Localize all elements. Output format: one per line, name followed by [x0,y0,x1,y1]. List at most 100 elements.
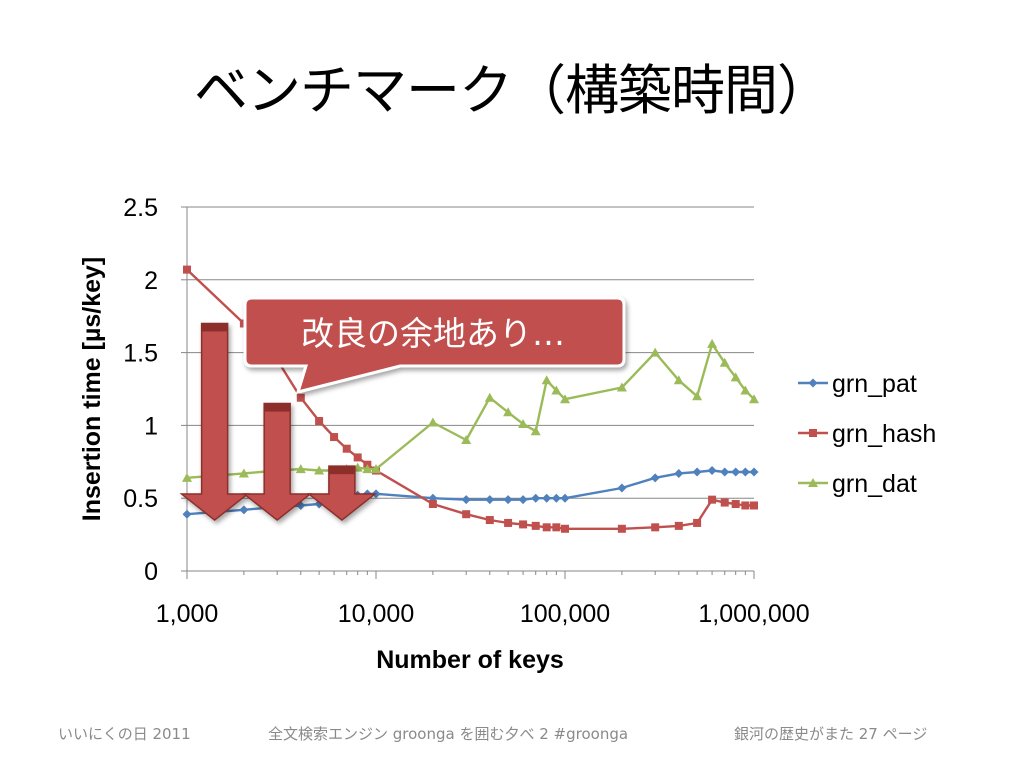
series-line-grn_dat [186,342,755,479]
data-point [740,467,750,477]
callout-bubble [243,296,626,395]
data-point [485,516,494,525]
data-point [692,467,702,477]
x-tick-label: 1,000,000 [698,600,809,628]
data-point [674,521,683,530]
down-arrow-body [179,322,250,521]
data-point [730,372,741,382]
data-point [314,465,325,475]
data-point [519,520,528,529]
data-point [750,501,758,510]
data-point [371,464,381,474]
down-arrow [242,402,313,521]
data-point [740,385,751,395]
data-point [719,357,730,367]
legend-item-grn_pat: grn_pat [798,370,917,398]
footer-page: 銀河の歴史がまた 27 ページ [734,725,928,743]
data-point [693,518,702,527]
y-tick-label: 2.5 [123,194,158,222]
data-point [749,394,759,404]
footer-event: いいにくの日 2011 [58,725,191,743]
down-arrow [179,322,250,521]
legend-marker [808,378,818,388]
data-point [503,407,514,417]
data-point [650,473,660,483]
down-arrow-cap [201,323,228,332]
slide-title: ベンチマーク（構築時間） [194,59,831,122]
data-point [651,523,660,532]
legend-item-grn_hash: grn_hash [798,420,936,448]
data-point [428,500,437,509]
data-point [674,468,684,478]
data-point [692,391,703,401]
data-point [503,495,513,505]
y-tick-label: 1 [144,412,158,440]
footer-presentation: 全文検索エンジン groonga を囲む夕べ 2 #groonga [268,725,629,743]
x-tick-label: 1,000 [156,600,219,628]
x-tick-label: 10,000 [338,600,414,628]
legend-marker [808,478,818,487]
data-point [485,495,495,505]
series-grn_pat [182,466,759,519]
legend: grn_pat grn_hash grn_dat [798,370,936,498]
data-point [720,498,729,507]
down-arrow-cap [328,466,355,475]
data-point [362,464,373,474]
data-point [530,426,541,436]
axes [181,206,755,579]
data-point [330,433,339,442]
data-point [531,493,541,503]
data-point [461,495,471,505]
data-point [295,464,306,474]
down-arrow-body [306,465,378,521]
data-point [551,385,562,395]
series-line-grn_hash [186,268,754,530]
data-point [720,467,730,477]
data-point [541,375,552,385]
data-point [731,467,741,477]
data-point [518,495,528,505]
data-point [182,472,192,482]
data-point [741,501,750,510]
down-arrow-body [242,402,313,521]
data-point [462,510,471,519]
data-point [708,495,717,504]
data-point [484,392,495,402]
data-point [182,509,192,519]
data-point [617,524,626,533]
legend-label: grn_pat [832,370,917,398]
data-point [531,521,540,530]
data-point [749,467,759,477]
data-point [518,418,529,428]
y-tick-label: 0.5 [123,485,158,513]
data-point [296,393,305,402]
data-point [673,375,684,385]
y-tick-label: 0 [144,558,158,586]
data-point [650,347,661,357]
data-point [561,524,569,533]
data-point [617,483,627,493]
data-point [427,417,438,427]
data-point [342,444,351,453]
series-grn_dat [182,338,759,482]
data-point [731,500,740,509]
series-group [182,265,759,533]
down-arrow-cap [264,403,291,412]
x-axis-label: Number of keys [376,646,564,674]
legend-marker [809,429,817,437]
legend-label: grn_hash [832,420,936,448]
x-tick-labels: 1,000 10,000 100,000 1,000,000 [156,600,810,628]
data-point [238,468,249,478]
legend-item-grn_dat: grn_dat [798,470,917,498]
data-point [542,523,551,532]
data-point [504,518,513,527]
legend-label: grn_dat [832,470,917,498]
data-point [542,493,552,503]
y-tick-label: 2 [144,267,158,295]
annotation-arrows [179,322,378,521]
down-arrow [306,465,378,521]
data-point [707,466,717,476]
data-point [552,523,561,532]
data-point [616,382,627,392]
y-tick-labels: 0 0.5 1 1.5 2 2.5 [123,194,158,586]
